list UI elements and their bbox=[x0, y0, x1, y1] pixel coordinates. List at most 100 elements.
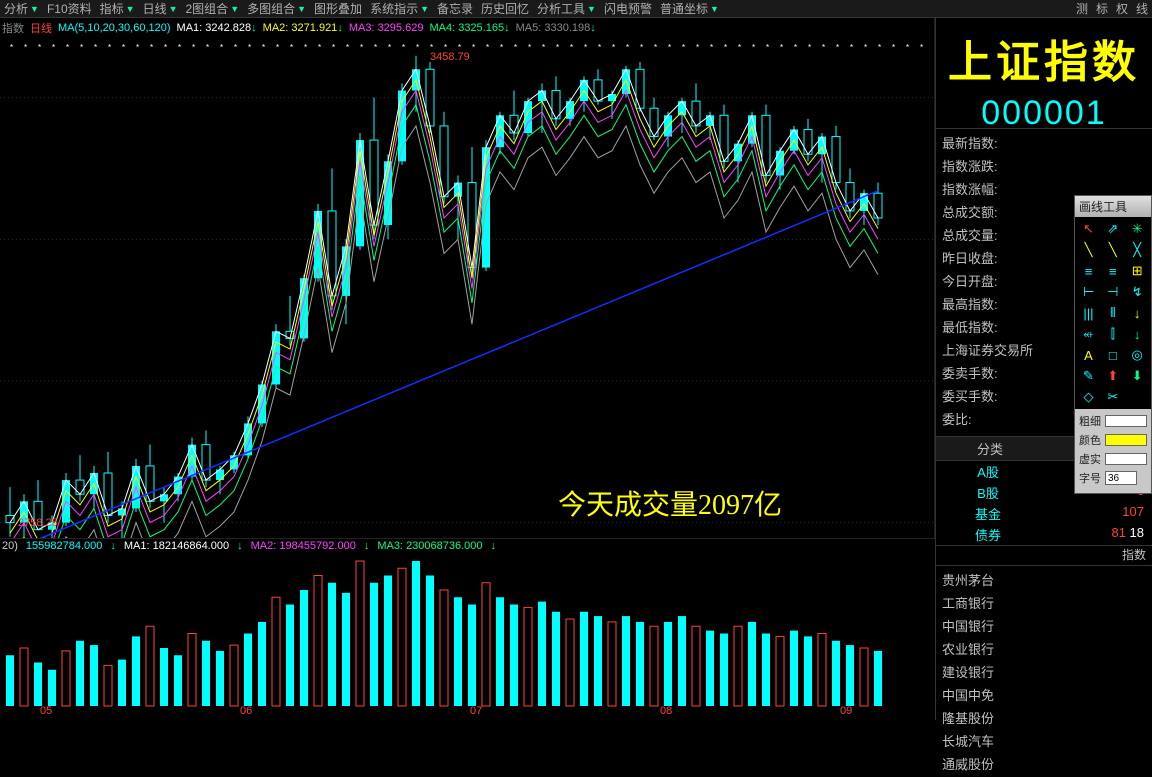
svg-text:*: * bbox=[892, 43, 895, 52]
draw-tool-26[interactable] bbox=[1126, 387, 1149, 407]
draw-tool-9[interactable]: ⊢ bbox=[1077, 282, 1100, 302]
tb-daily[interactable]: 日线▼ bbox=[143, 0, 178, 17]
stock-item-7[interactable]: 长城汽车 bbox=[942, 729, 1146, 752]
svg-text:*: * bbox=[906, 43, 909, 52]
draw-tool-21[interactable]: ✎ bbox=[1077, 366, 1100, 386]
draw-tool-0[interactable]: ↖ bbox=[1077, 219, 1100, 239]
tb-coord[interactable]: 普通坐标▼ bbox=[660, 0, 719, 17]
draw-tool-1[interactable]: ⇗ bbox=[1101, 219, 1124, 239]
tb-indicator[interactable]: 指标▼ bbox=[100, 0, 135, 17]
stock-item-1[interactable]: 工商银行 bbox=[942, 591, 1146, 614]
draw-tool-17[interactable]: ↓ bbox=[1126, 324, 1149, 344]
svg-text:*: * bbox=[836, 43, 839, 52]
svg-text:*: * bbox=[724, 43, 727, 52]
category-row-2[interactable]: 基金107 bbox=[936, 503, 1152, 524]
data-row-0: 最新指数: bbox=[942, 131, 1146, 154]
draw-tool-16[interactable]: ⫿ bbox=[1101, 324, 1124, 344]
volume-info-line: 20) 155982784.000↓ MA1: 182146864.000↓ M… bbox=[2, 540, 496, 552]
tb-f10[interactable]: F10资料 bbox=[47, 0, 92, 17]
draw-tool-15[interactable]: ⬴ bbox=[1077, 324, 1100, 344]
tb-2panel[interactable]: 2图组合▼ bbox=[186, 0, 240, 17]
chart-area[interactable]: 指数 日线 MA(5,10,20,30,60,120) MA1: 3242.82… bbox=[0, 18, 935, 720]
stock-item-0[interactable]: 贵州茅台 bbox=[942, 568, 1146, 591]
svg-text:*: * bbox=[780, 43, 783, 52]
svg-text:*: * bbox=[10, 43, 13, 52]
stock-item-3[interactable]: 农业银行 bbox=[942, 637, 1146, 660]
svg-text:*: * bbox=[318, 43, 321, 52]
stock-item-5[interactable]: 中国中免 bbox=[942, 683, 1146, 706]
category-row-3[interactable]: 债券81 18 bbox=[936, 524, 1152, 545]
svg-text:*: * bbox=[38, 43, 41, 52]
style-swatch[interactable] bbox=[1105, 453, 1147, 465]
data-row-1: 指数涨跌: bbox=[942, 154, 1146, 177]
tb-multi[interactable]: 多图组合▼ bbox=[247, 0, 306, 17]
svg-text:*: * bbox=[668, 43, 671, 52]
svg-text:*: * bbox=[752, 43, 755, 52]
svg-text:*: * bbox=[80, 43, 83, 52]
style-label: 虚实 bbox=[1079, 451, 1101, 467]
stock-item-4[interactable]: 建设银行 bbox=[942, 660, 1146, 683]
tb-tools[interactable]: 分析工具▼ bbox=[537, 0, 596, 17]
draw-tool-8[interactable]: ⊞ bbox=[1126, 261, 1149, 281]
draw-tool-19[interactable]: □ bbox=[1101, 345, 1124, 365]
svg-text:*: * bbox=[794, 43, 797, 52]
volume-panel[interactable] bbox=[0, 538, 935, 720]
stock-item-8[interactable]: 通威股份 bbox=[942, 752, 1146, 775]
tb-overlay[interactable]: 图形叠加 bbox=[314, 0, 362, 17]
svg-text:*: * bbox=[598, 43, 601, 52]
color-label: 颜色 bbox=[1079, 432, 1101, 448]
svg-text:*: * bbox=[682, 43, 685, 52]
svg-text:*: * bbox=[192, 43, 195, 52]
svg-text:*: * bbox=[570, 43, 573, 52]
tb-memo[interactable]: 备忘录 bbox=[437, 0, 473, 17]
tb-alert[interactable]: 闪电预警 bbox=[604, 0, 652, 17]
draw-tool-6[interactable]: ≡ bbox=[1077, 261, 1100, 281]
svg-text:*: * bbox=[584, 43, 587, 52]
draw-tool-5[interactable]: ╳ bbox=[1126, 240, 1149, 260]
draw-tool-18[interactable]: A bbox=[1077, 345, 1100, 365]
tb-mark[interactable]: 标 bbox=[1096, 0, 1108, 17]
cat-header-type: 分类 bbox=[936, 437, 1044, 460]
draw-tool-4[interactable]: ╲ bbox=[1101, 240, 1124, 260]
svg-text:*: * bbox=[654, 43, 657, 52]
drawing-tools-panel[interactable]: 画线工具 ↖⇗✳╲╲╳≡≡⊞⊢⊣↯|||⦀↓⬴⫿↓A□◎✎⬆⬇◇✂ 粗细 颜色 … bbox=[1074, 195, 1152, 494]
draw-tool-10[interactable]: ⊣ bbox=[1101, 282, 1124, 302]
draw-tool-2[interactable]: ✳ bbox=[1126, 219, 1149, 239]
svg-text:*: * bbox=[220, 43, 223, 52]
stock-item-6[interactable]: 隆基股份 bbox=[942, 706, 1146, 729]
thickness-swatch[interactable] bbox=[1105, 415, 1147, 427]
draw-tool-7[interactable]: ≡ bbox=[1101, 261, 1124, 281]
candle-panel[interactable]: ****************************************… bbox=[0, 18, 935, 538]
draw-tool-22[interactable]: ⬆ bbox=[1101, 366, 1124, 386]
tb-sys[interactable]: 系统指示▼ bbox=[370, 0, 429, 17]
font-size-input[interactable] bbox=[1105, 471, 1137, 485]
draw-tool-23[interactable]: ⬇ bbox=[1126, 366, 1149, 386]
draw-tool-13[interactable]: ⦀ bbox=[1101, 303, 1124, 323]
size-label: 字号 bbox=[1079, 470, 1101, 486]
draw-tool-24[interactable]: ◇ bbox=[1077, 387, 1100, 407]
draw-tool-11[interactable]: ↯ bbox=[1126, 282, 1149, 302]
svg-text:*: * bbox=[612, 43, 615, 52]
svg-text:*: * bbox=[556, 43, 559, 52]
svg-text:*: * bbox=[122, 43, 125, 52]
draw-tool-25[interactable]: ✂ bbox=[1101, 387, 1124, 407]
tb-weight[interactable]: 权 bbox=[1116, 0, 1128, 17]
draw-tool-3[interactable]: ╲ bbox=[1077, 240, 1100, 260]
svg-text:*: * bbox=[808, 43, 811, 52]
tb-measure[interactable]: 测 bbox=[1076, 0, 1088, 17]
draw-tool-12[interactable]: ||| bbox=[1077, 303, 1100, 323]
svg-text:*: * bbox=[66, 43, 69, 52]
svg-text:*: * bbox=[402, 43, 405, 52]
tb-analysis[interactable]: 分析▼ bbox=[4, 0, 39, 17]
svg-text:*: * bbox=[178, 43, 181, 52]
svg-text:*: * bbox=[332, 43, 335, 52]
svg-text:*: * bbox=[640, 43, 643, 52]
svg-text:*: * bbox=[920, 43, 923, 52]
tb-history[interactable]: 历史回忆 bbox=[481, 0, 529, 17]
draw-tool-14[interactable]: ↓ bbox=[1126, 303, 1149, 323]
stock-list: 贵州茅台工商银行中国银行农业银行建设银行中国中免隆基股份长城汽车通威股份 bbox=[936, 565, 1152, 777]
stock-item-2[interactable]: 中国银行 bbox=[942, 614, 1146, 637]
color-swatch[interactable] bbox=[1105, 434, 1147, 446]
draw-tool-20[interactable]: ◎ bbox=[1126, 345, 1149, 365]
tb-line[interactable]: 线 bbox=[1136, 0, 1148, 17]
